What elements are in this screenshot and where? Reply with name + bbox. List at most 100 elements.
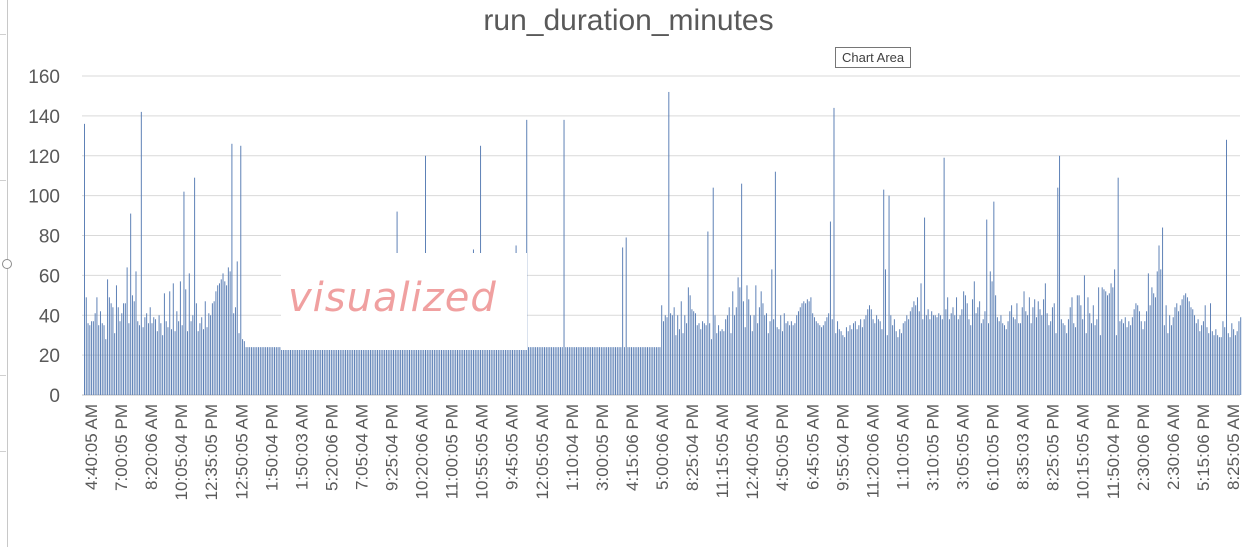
bar — [1201, 325, 1203, 395]
bar — [1222, 321, 1224, 395]
bar — [1217, 335, 1219, 395]
bar — [544, 347, 545, 395]
bar — [524, 347, 526, 395]
bar — [776, 327, 778, 395]
bar — [796, 315, 798, 395]
sheet-row-mark — [0, 375, 6, 376]
bar — [1055, 333, 1057, 395]
bar — [528, 347, 529, 395]
x-tick-label: 1:10:04 PM — [563, 404, 582, 491]
bar — [584, 347, 586, 395]
bar — [822, 325, 824, 395]
bar — [911, 307, 913, 395]
bar — [442, 347, 444, 395]
bar — [375, 347, 377, 395]
bar — [902, 323, 904, 395]
bar — [210, 315, 212, 395]
y-tick-label: 80 — [39, 227, 60, 248]
bar — [1124, 317, 1126, 395]
bar — [975, 313, 977, 395]
bar — [1009, 311, 1011, 395]
bar — [428, 347, 430, 395]
bar — [925, 315, 927, 395]
bar — [153, 317, 155, 395]
bar — [877, 319, 879, 395]
bar — [915, 305, 917, 395]
bar — [853, 323, 855, 395]
bar — [114, 333, 116, 395]
bar — [1229, 337, 1231, 395]
bar — [989, 271, 991, 395]
bar — [330, 347, 332, 395]
bar — [1119, 321, 1121, 395]
bar — [380, 347, 382, 395]
bar — [1034, 299, 1036, 395]
bar — [972, 299, 974, 395]
bar — [655, 347, 657, 395]
bar — [378, 347, 380, 395]
x-tick-label: 5:00:06 AM — [653, 404, 672, 490]
watermark: visualized — [288, 275, 497, 321]
bar — [970, 325, 972, 395]
bar — [206, 327, 208, 395]
bar — [1140, 321, 1142, 395]
bar — [119, 321, 121, 395]
bar — [595, 347, 597, 395]
bar — [256, 347, 258, 395]
bar — [682, 333, 684, 395]
bar — [519, 347, 521, 395]
bar — [705, 325, 707, 395]
bar — [124, 303, 126, 395]
bar — [838, 329, 840, 395]
bar — [691, 309, 693, 395]
x-tick-label: 8:25:04 PM — [683, 404, 702, 491]
bar — [243, 341, 245, 395]
bar — [1121, 319, 1123, 395]
bar — [1178, 311, 1180, 395]
bar — [478, 347, 480, 395]
bar — [208, 313, 210, 395]
bar — [909, 311, 911, 395]
bar — [337, 347, 339, 395]
bar — [1240, 317, 1242, 395]
bar — [1078, 295, 1080, 395]
sheet-row-mark — [0, 34, 6, 35]
bar — [357, 347, 359, 395]
bar — [1197, 319, 1199, 395]
bar — [215, 291, 217, 395]
x-tick-label: 10:15:05 AM — [1074, 404, 1093, 499]
bar — [496, 347, 498, 395]
bar — [913, 301, 915, 395]
bar — [467, 347, 469, 395]
watermark-background — [281, 253, 527, 350]
x-tick-label: 4:15:06 PM — [623, 404, 642, 491]
bar — [1076, 295, 1078, 395]
bar — [746, 285, 748, 395]
bar — [696, 325, 698, 395]
x-tick-label: 8:20:06 AM — [142, 404, 161, 490]
bar — [1163, 325, 1165, 395]
bar — [664, 315, 666, 395]
bar — [512, 347, 514, 395]
bar — [265, 347, 267, 395]
bar — [835, 333, 837, 395]
bar — [631, 347, 633, 395]
bar — [281, 347, 283, 395]
bar — [1117, 177, 1119, 395]
bar — [813, 317, 815, 395]
bar — [1224, 327, 1226, 395]
bar — [686, 323, 688, 395]
bar — [501, 347, 503, 395]
bar — [611, 347, 613, 395]
bar — [233, 313, 235, 395]
bar — [808, 301, 810, 395]
bar — [329, 347, 331, 395]
bar — [995, 295, 997, 395]
bar — [812, 313, 814, 395]
bar — [1130, 325, 1132, 395]
bar — [842, 335, 844, 395]
bar — [385, 347, 387, 395]
resize-handle-icon[interactable] — [2, 259, 12, 269]
bar — [734, 315, 736, 395]
